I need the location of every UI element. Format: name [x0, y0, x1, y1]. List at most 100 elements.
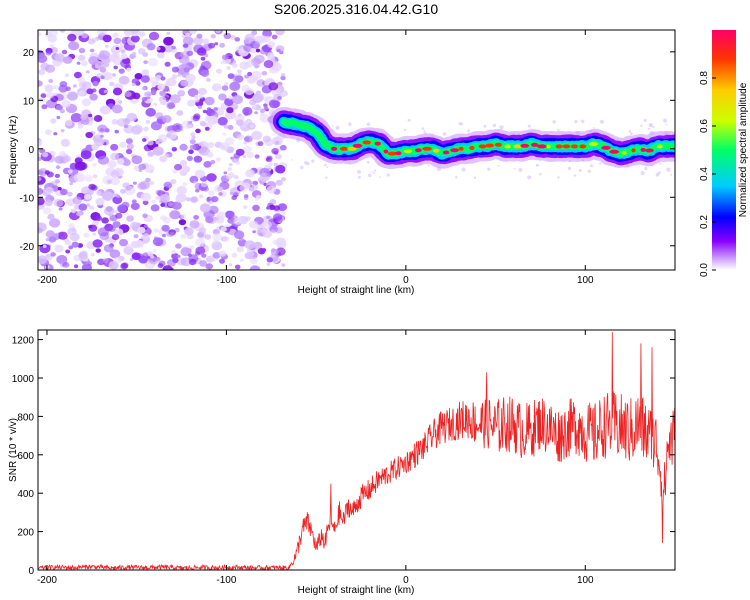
noise-speckle	[126, 215, 134, 222]
noise-speckle	[103, 89, 108, 94]
noise-speckle	[644, 166, 648, 170]
noise-speckle	[164, 82, 170, 87]
noise-speckle	[657, 171, 661, 175]
noise-speckle	[228, 96, 233, 100]
noise-speckle	[211, 83, 222, 92]
noise-speckle	[255, 48, 261, 53]
noise-speckle	[492, 123, 497, 128]
spectrogram-noise-layer	[38, 30, 673, 270]
noise-speckle	[665, 123, 668, 126]
noise-speckle	[244, 74, 249, 79]
noise-speckle	[116, 118, 127, 127]
noise-speckle	[228, 163, 233, 167]
noise-speckle	[78, 81, 87, 89]
noise-speckle	[42, 152, 49, 158]
noise-speckle	[206, 151, 214, 158]
noise-speckle	[38, 187, 44, 195]
noise-speckle	[221, 85, 229, 91]
noise-speckle	[187, 99, 196, 107]
noise-speckle	[223, 124, 229, 129]
noise-speckle	[291, 159, 293, 161]
noise-speckle	[187, 253, 192, 257]
noise-speckle	[113, 256, 122, 264]
spectrogram-frame	[37, 29, 676, 271]
noise-speckle	[189, 245, 195, 250]
noise-speckle	[217, 116, 228, 126]
noise-speckle	[212, 232, 222, 242]
noise-speckle	[253, 104, 262, 111]
noise-speckle	[138, 31, 146, 37]
noise-speckle	[88, 113, 93, 118]
noise-speckle	[222, 54, 229, 60]
noise-speckle	[57, 231, 68, 240]
noise-speckle	[156, 46, 161, 51]
noise-speckle	[112, 195, 123, 205]
noise-speckle	[113, 65, 118, 70]
noise-speckle	[513, 167, 516, 170]
noise-speckle	[358, 175, 361, 179]
noise-speckle	[243, 194, 249, 198]
noise-speckle	[131, 51, 137, 56]
noise-speckle	[198, 94, 204, 99]
noise-speckle	[186, 155, 193, 161]
noise-speckle	[427, 164, 430, 167]
noise-speckle	[53, 233, 59, 238]
snr-x-tick-label: 0	[403, 575, 409, 586]
noise-speckle	[207, 115, 219, 125]
noise-speckle	[199, 194, 204, 199]
noise-speckle	[600, 119, 604, 124]
noise-speckle	[242, 106, 253, 116]
noise-speckle	[157, 134, 168, 143]
noise-speckle	[130, 221, 139, 229]
noise-speckle	[148, 256, 159, 265]
noise-speckle	[630, 132, 633, 136]
noise-speckle	[366, 122, 371, 127]
noise-speckle	[95, 190, 102, 196]
noise-speckle	[116, 194, 121, 198]
noise-speckle	[140, 75, 150, 83]
noise-speckle	[106, 179, 112, 184]
noise-speckle	[126, 112, 138, 122]
noise-speckle	[92, 174, 98, 179]
noise-speckle	[190, 196, 198, 203]
noise-speckle	[184, 227, 194, 236]
noise-speckle	[200, 181, 208, 188]
noise-speckle	[42, 207, 52, 215]
noise-speckle	[253, 241, 262, 249]
noise-speckle	[261, 70, 268, 76]
noise-speckle	[277, 203, 288, 212]
signal-peak-spot	[513, 144, 522, 149]
noise-speckle	[195, 238, 206, 247]
noise-speckle	[257, 141, 264, 147]
noise-speckle	[371, 171, 374, 173]
noise-speckle	[231, 252, 238, 258]
noise-speckle	[83, 232, 90, 238]
noise-speckle	[69, 233, 80, 242]
snr-series-line	[38, 331, 675, 570]
noise-speckle	[256, 229, 266, 237]
signal-peak-spot	[555, 144, 563, 149]
noise-speckle	[191, 135, 196, 140]
noise-speckle	[180, 80, 188, 87]
noise-speckle	[49, 218, 61, 228]
noise-speckle	[220, 60, 225, 65]
noise-speckle	[73, 172, 85, 183]
noise-speckle	[175, 243, 182, 249]
noise-speckle	[190, 132, 196, 137]
noise-speckle	[587, 169, 591, 173]
noise-speckle	[40, 93, 47, 99]
signal-peak-spot	[442, 150, 450, 155]
signal-peak-spot	[562, 144, 571, 149]
signal-peak-spot	[374, 141, 381, 146]
noise-speckle	[84, 174, 93, 182]
noise-speckle	[235, 45, 245, 54]
figure-title: S206.2025.316.04.42.G10	[274, 1, 438, 17]
noise-speckle	[178, 219, 187, 226]
noise-speckle	[263, 60, 274, 69]
noise-speckle	[271, 100, 281, 108]
noise-speckle	[234, 37, 241, 42]
snr-y-tick-label: 0	[28, 566, 34, 577]
noise-speckle	[404, 128, 407, 132]
noise-speckle	[73, 84, 77, 88]
noise-speckle	[67, 91, 78, 101]
